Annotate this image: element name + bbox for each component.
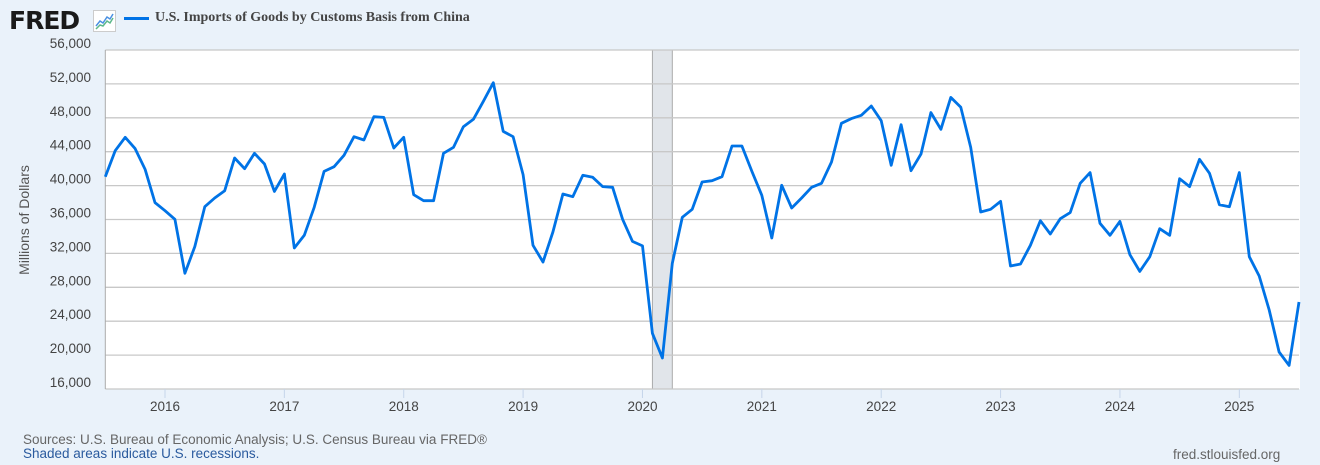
y-tick-label: 40,000: [50, 172, 91, 187]
x-tick-label: 2023: [986, 399, 1016, 414]
y-tick-label: 48,000: [50, 104, 91, 119]
legend: U.S. Imports of Goods by Customs Basis f…: [124, 10, 470, 26]
recession-note[interactable]: Shaded areas indicate U.S. recessions.: [23, 446, 260, 461]
y-axis-label: Millions of Dollars: [16, 165, 32, 275]
chart: 16,000 20,000 24,000 28,000 32,000 36,000 40,0…: [16, 36, 1301, 414]
y-tick-label: 52,000: [50, 70, 91, 85]
x-tick-label: 2018: [389, 399, 419, 414]
y-tick-label: 56,000: [50, 36, 91, 51]
y-tick-label: 16,000: [50, 375, 91, 390]
x-tick-label: 2022: [866, 399, 896, 414]
site-link[interactable]: fred.stlouisfed.org: [1173, 447, 1281, 462]
y-tick-label: 20,000: [50, 341, 91, 356]
x-tick-label: 2020: [627, 399, 657, 414]
y-tick-label: 44,000: [50, 138, 91, 153]
y-tick-label: 24,000: [50, 307, 91, 322]
sources-note: Sources: U.S. Bureau of Economic Analysi…: [23, 432, 487, 447]
y-tick-label: 28,000: [50, 273, 91, 288]
x-tick-label: 2019: [508, 399, 538, 414]
fred-logo[interactable]: FRED: [9, 6, 80, 35]
line-chart-icon: [93, 10, 116, 32]
x-tick-label: 2025: [1224, 399, 1254, 414]
series-line: [103, 81, 1301, 367]
y-tick-label: 32,000: [50, 239, 91, 254]
x-tick-label: 2024: [1105, 399, 1136, 414]
x-tick-label: 2021: [747, 399, 777, 414]
x-tick-label: 2016: [150, 399, 180, 414]
x-tick-label: 2017: [269, 399, 299, 414]
y-tick-label: 36,000: [50, 206, 91, 221]
legend-swatch: [124, 16, 149, 20]
legend-label: U.S. Imports of Goods by Customs Basis f…: [155, 10, 470, 25]
